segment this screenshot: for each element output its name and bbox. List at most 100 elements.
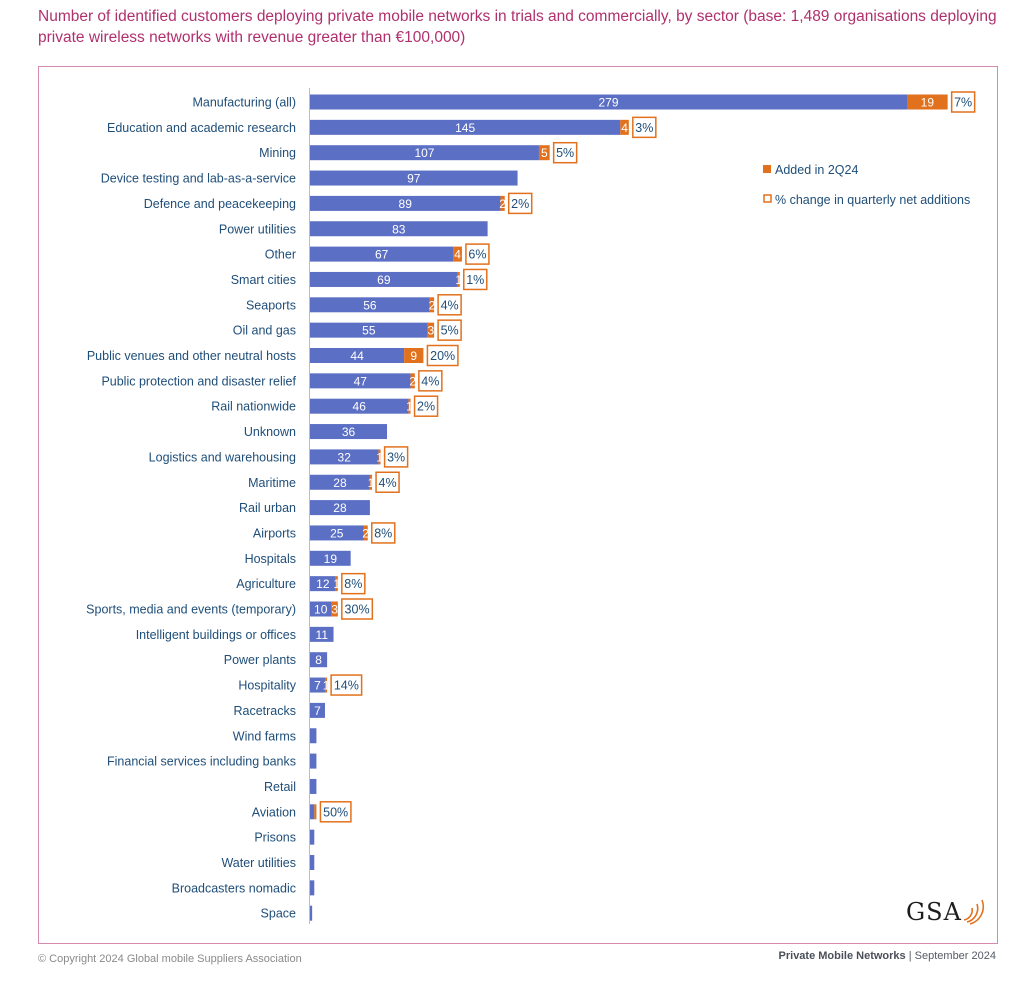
- bar-added-value-label: 2: [409, 374, 416, 388]
- chart-frame: [38, 66, 998, 944]
- bar-base: [310, 829, 315, 845]
- bar-base: [310, 525, 364, 541]
- bar-base-value-label: 32: [338, 450, 352, 464]
- pct-change-label: 50%: [323, 805, 348, 819]
- chart-title: Number of identified customers deploying…: [38, 8, 997, 46]
- pct-change-label: 2%: [417, 400, 435, 414]
- category-label: Water utilities: [221, 856, 296, 870]
- bar-base: [310, 601, 332, 617]
- category-label: Intelligent buildings or offices: [136, 628, 296, 642]
- bar-base-value-label: 145: [455, 121, 475, 135]
- bar-base: [310, 221, 488, 237]
- bar-base: [310, 753, 317, 769]
- bar-base-value-label: 107: [414, 146, 434, 160]
- publication-date: September 2024: [914, 950, 996, 962]
- bar-base: [310, 804, 315, 820]
- bar-added-value-label: 1: [323, 679, 330, 693]
- pct-change-box: [465, 243, 490, 265]
- bar-base: [310, 195, 501, 211]
- legend: Added in 2Q24 % change in quarterly net …: [763, 163, 970, 207]
- bar-base-value-label: 279: [598, 96, 618, 110]
- category-label: Prisons: [254, 831, 296, 845]
- category-label: Financial services including banks: [107, 755, 296, 769]
- bar-base-value-label: 69: [377, 273, 391, 287]
- bar-base-value-label: 19: [324, 552, 338, 566]
- bar-added: [429, 297, 435, 313]
- category-label: Other: [265, 248, 296, 262]
- bar-base: [310, 297, 430, 313]
- bar-base: [310, 550, 351, 566]
- pct-change-label: 20%: [430, 349, 455, 363]
- pct-change-box: [413, 395, 439, 417]
- bar-added: [500, 195, 505, 211]
- bar-added-value-label: 2: [362, 526, 369, 540]
- category-label: Device testing and lab-as-a-service: [101, 172, 296, 186]
- bar-added: [324, 677, 328, 693]
- logo-text: GSA: [906, 898, 962, 926]
- bar-base: [310, 348, 405, 363]
- bar-base-value-label: 55: [362, 324, 376, 338]
- category-label: Hospitality: [238, 679, 296, 693]
- pct-change-box: [426, 344, 459, 367]
- pct-change-box: [371, 522, 396, 544]
- bar-base: [310, 626, 334, 642]
- category-label: Broadcasters nomadic: [172, 881, 296, 895]
- bar-base-value-label: 97: [407, 172, 421, 186]
- bar-added-value-label: 1: [406, 400, 413, 414]
- bar-base: [310, 271, 458, 287]
- category-labels: Manufacturing (all) Education and academi…: [86, 96, 297, 921]
- bar-base: [310, 728, 317, 744]
- bar-base: [310, 702, 325, 718]
- category-label: Defence and peacekeeping: [144, 197, 296, 211]
- bar-base: [310, 119, 621, 135]
- bar-base-value-label: 46: [353, 400, 367, 414]
- category-label: Hospitals: [245, 552, 296, 566]
- bar-base-value-label: 56: [363, 298, 377, 312]
- bar-base: [310, 500, 370, 516]
- category-label: Power plants: [224, 653, 296, 667]
- bar-added: [378, 449, 381, 465]
- category-label: Seaports: [246, 298, 296, 312]
- bar-base: [310, 398, 409, 414]
- category-label: Education and academic research: [107, 121, 296, 135]
- bar-base: [310, 652, 328, 668]
- pct-change-label: 30%: [345, 603, 370, 617]
- publication-name: Private Mobile Networks: [778, 950, 906, 962]
- bar-added: [453, 246, 462, 262]
- pct-change-label: 5%: [441, 324, 459, 338]
- pct-change-label: 6%: [468, 248, 486, 262]
- bar-base: [310, 449, 379, 465]
- bar-base-value-label: 10: [314, 603, 328, 617]
- pct-change-label: 1%: [466, 273, 484, 287]
- bar-base-value-label: 7: [314, 704, 321, 718]
- pct-change-label: 2%: [511, 197, 529, 211]
- bar-added-value-label: 1: [333, 577, 340, 591]
- bar-base-value-label: 8: [315, 653, 322, 667]
- pct-change-box: [632, 116, 657, 139]
- bar-base: [310, 94, 907, 110]
- bar-base-value-label: 83: [392, 222, 406, 236]
- pct-change-box: [437, 319, 462, 341]
- category-label: Space: [261, 907, 296, 921]
- bar-base: [310, 474, 370, 490]
- pct-change-box: [341, 572, 366, 595]
- category-label: Public protection and disaster relief: [101, 374, 296, 388]
- logo-arcs-icon: [963, 899, 985, 925]
- bar-base-value-label: 11: [316, 628, 329, 642]
- pct-change-box: [507, 192, 533, 215]
- bar-added: [907, 94, 948, 110]
- bar-added: [404, 348, 424, 363]
- bar-added: [314, 804, 317, 820]
- pct-change-box: [950, 91, 976, 113]
- bar-added: [410, 373, 415, 389]
- bar-base: [310, 855, 315, 870]
- pct-change-label: 3%: [635, 121, 653, 135]
- publication-footer: Private Mobile Networks | September 2024: [778, 950, 996, 962]
- category-label: Manufacturing (all): [192, 96, 296, 110]
- category-label: Airports: [253, 526, 296, 540]
- bar-base-value-label: 67: [375, 248, 389, 262]
- bar-added: [335, 576, 338, 592]
- bar-base: [310, 677, 325, 693]
- legend-label-pct: % change in quarterly net additions: [775, 193, 970, 207]
